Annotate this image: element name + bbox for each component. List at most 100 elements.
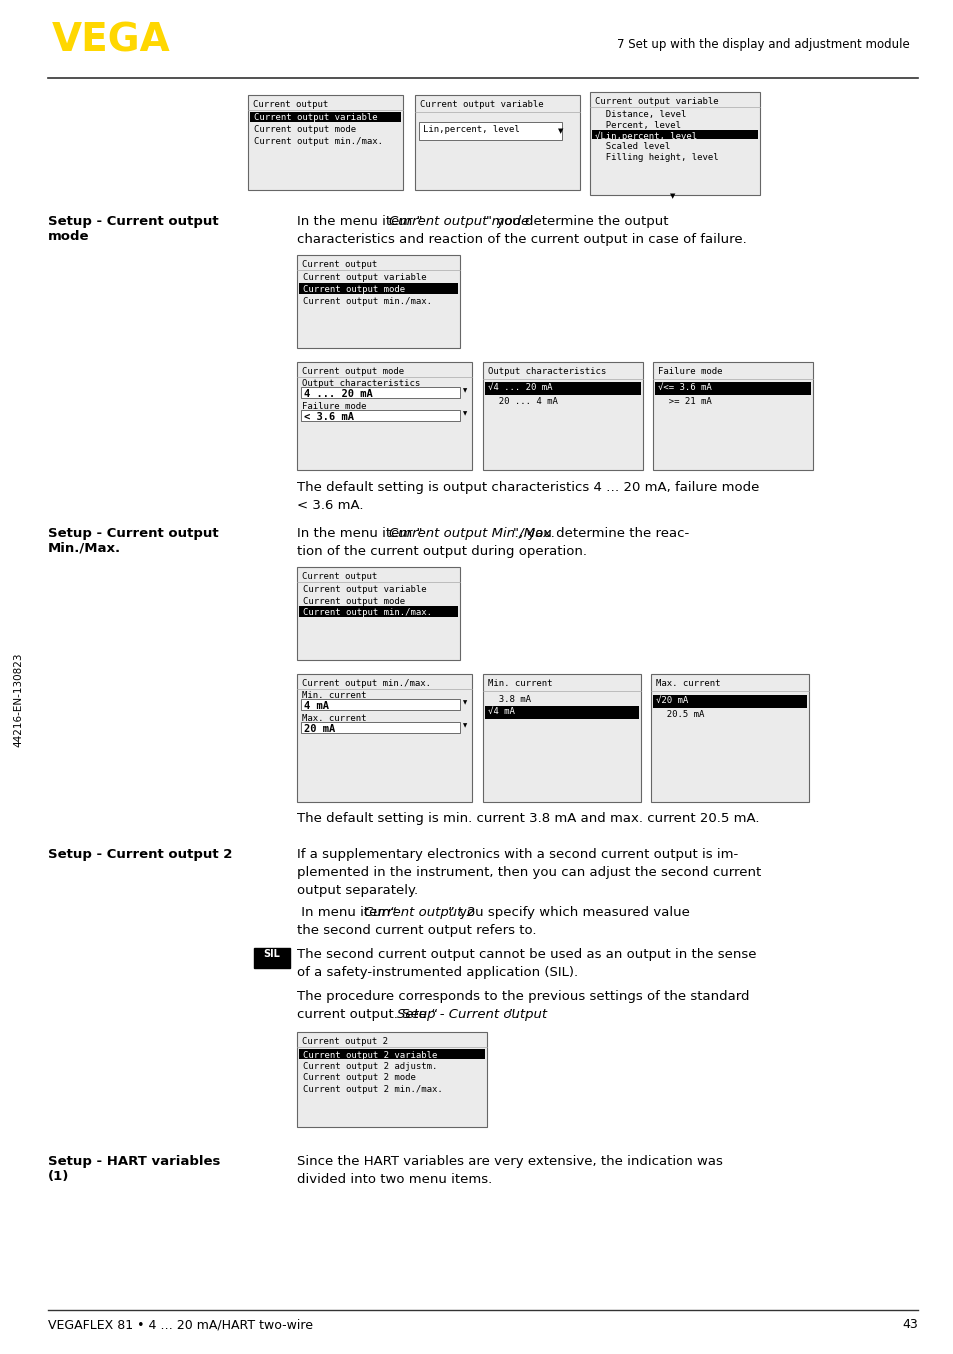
Text: ▼: ▼	[558, 129, 563, 134]
Text: Setup - Current output
Min./Max.: Setup - Current output Min./Max.	[48, 527, 218, 555]
Bar	[484, 705, 639, 719]
Bar	[296, 1032, 486, 1127]
Bar	[301, 410, 459, 421]
Text: Current output 2: Current output 2	[364, 906, 475, 919]
Text: >= 21 mA: >= 21 mA	[658, 397, 711, 406]
Text: The second current output cannot be used as an output in the sense: The second current output cannot be used…	[296, 948, 756, 961]
Text: output separately.: output separately.	[296, 884, 417, 896]
Text: Current output variable: Current output variable	[303, 585, 426, 594]
Text: < 3.6 mA: < 3.6 mA	[304, 412, 354, 422]
Bar	[652, 362, 812, 470]
Text: Output characteristics: Output characteristics	[302, 379, 420, 389]
Text: ”.: ”.	[509, 1007, 519, 1021]
Text: " you determine the output: " you determine the output	[485, 215, 668, 227]
Bar	[482, 362, 642, 470]
Text: Setup - Current output
mode: Setup - Current output mode	[48, 215, 218, 242]
Text: If a supplementary electronics with a second current output is im-: If a supplementary electronics with a se…	[296, 848, 738, 861]
Text: The default setting is min. current 3.8 mA and max. current 20.5 mA.: The default setting is min. current 3.8 …	[296, 812, 759, 825]
Text: 43: 43	[902, 1317, 917, 1331]
Text: Percent, level: Percent, level	[595, 121, 680, 130]
Text: current output. See “: current output. See “	[296, 1007, 437, 1021]
Text: Current output: Current output	[253, 100, 328, 110]
Text: Current output min./max.: Current output min./max.	[303, 608, 432, 617]
Bar	[298, 1048, 484, 1059]
Text: Scaled level: Scaled level	[595, 142, 670, 152]
Text: Current output 2 adjustm.: Current output 2 adjustm.	[303, 1062, 436, 1071]
Text: Current output: Current output	[302, 260, 376, 269]
Text: Output characteristics: Output characteristics	[488, 367, 605, 376]
Bar	[301, 387, 459, 398]
Text: Max. current: Max. current	[656, 678, 720, 688]
Text: √4 ... 20 mA: √4 ... 20 mA	[488, 383, 552, 393]
Text: 3.8 mA: 3.8 mA	[488, 695, 531, 704]
Bar	[296, 362, 472, 470]
Text: The default setting is output characteristics 4 … 20 mA, failure mode: The default setting is output characteri…	[296, 481, 759, 494]
Text: Current output mode: Current output mode	[303, 284, 405, 294]
Bar	[296, 255, 459, 348]
Text: Current output: Current output	[302, 571, 376, 581]
Text: of a safety-instrumented application (SIL).: of a safety-instrumented application (SI…	[296, 965, 578, 979]
Bar	[250, 111, 400, 122]
Text: The procedure corresponds to the previous settings of the standard: The procedure corresponds to the previou…	[296, 990, 749, 1003]
Bar	[589, 92, 760, 195]
Text: Current output variable: Current output variable	[303, 274, 426, 283]
Text: In the menu item ": In the menu item "	[296, 527, 422, 540]
Text: 4 ... 20 mA: 4 ... 20 mA	[304, 389, 373, 399]
Text: Since the HART variables are very extensive, the indication was: Since the HART variables are very extens…	[296, 1155, 722, 1169]
Text: VEGA: VEGA	[52, 22, 171, 60]
Text: Current output 2 min./max.: Current output 2 min./max.	[303, 1085, 442, 1094]
Text: ▼: ▼	[462, 723, 467, 728]
Bar	[248, 95, 402, 190]
Text: tion of the current output during operation.: tion of the current output during operat…	[296, 546, 586, 558]
Text: 44216-EN-130823: 44216-EN-130823	[13, 653, 23, 747]
Text: In the menu item ": In the menu item "	[296, 215, 422, 227]
Text: Current output variable: Current output variable	[253, 114, 377, 122]
Text: Current output mode: Current output mode	[389, 215, 529, 227]
Text: plemented in the instrument, then you can adjust the second current: plemented in the instrument, then you ca…	[296, 867, 760, 879]
Text: Distance, level: Distance, level	[595, 111, 685, 119]
Text: In menu item“: In menu item“	[296, 906, 396, 919]
Bar	[298, 607, 457, 617]
Text: ▼: ▼	[462, 700, 467, 705]
Text: Current output min./max.: Current output min./max.	[253, 137, 382, 145]
Text: characteristics and reaction of the current output in case of failure.: characteristics and reaction of the curr…	[296, 233, 746, 246]
Text: 20 mA: 20 mA	[304, 724, 335, 734]
Text: < 3.6 mA.: < 3.6 mA.	[296, 500, 363, 512]
Text: Current output mode: Current output mode	[303, 597, 405, 607]
Bar	[296, 567, 459, 659]
Text: Current output variable: Current output variable	[419, 100, 543, 110]
Bar	[253, 948, 290, 968]
Bar	[655, 382, 810, 395]
Bar	[301, 699, 459, 711]
Text: SIL: SIL	[263, 949, 280, 959]
Text: VEGAFLEX 81 • 4 … 20 mA/HART two-wire: VEGAFLEX 81 • 4 … 20 mA/HART two-wire	[48, 1317, 313, 1331]
Text: 20.5 mA: 20.5 mA	[656, 709, 703, 719]
Text: Failure mode: Failure mode	[658, 367, 721, 376]
Text: Setup - HART variables
(1): Setup - HART variables (1)	[48, 1155, 220, 1183]
Text: Max. current: Max. current	[302, 715, 366, 723]
Text: Current output mode: Current output mode	[253, 125, 355, 134]
Bar	[482, 674, 640, 802]
Bar	[296, 674, 472, 802]
Text: Current output min./max.: Current output min./max.	[302, 678, 431, 688]
Text: Lin,percent, level: Lin,percent, level	[422, 125, 519, 134]
Text: Min. current: Min. current	[302, 692, 366, 700]
Text: Current output min./max.: Current output min./max.	[303, 297, 432, 306]
Text: Current output mode: Current output mode	[302, 367, 404, 376]
Text: √Lin,percent, level: √Lin,percent, level	[595, 131, 697, 141]
Text: Current output 2 variable: Current output 2 variable	[303, 1051, 436, 1059]
Bar	[484, 382, 640, 395]
Text: √4 mA: √4 mA	[488, 707, 515, 716]
Text: Current output variable: Current output variable	[595, 97, 718, 106]
Text: ▼: ▼	[670, 194, 675, 199]
Text: ▼: ▼	[462, 389, 467, 394]
Text: Filling height, level: Filling height, level	[595, 153, 718, 161]
Bar	[298, 283, 457, 294]
Text: Setup - Current output 2: Setup - Current output 2	[48, 848, 233, 861]
Text: Failure mode: Failure mode	[302, 402, 366, 412]
Text: 4 mA: 4 mA	[304, 701, 329, 711]
Text: the second current output refers to.: the second current output refers to.	[296, 923, 536, 937]
Bar	[301, 722, 459, 734]
Text: Setup - Current output: Setup - Current output	[396, 1007, 547, 1021]
Bar	[650, 674, 808, 802]
